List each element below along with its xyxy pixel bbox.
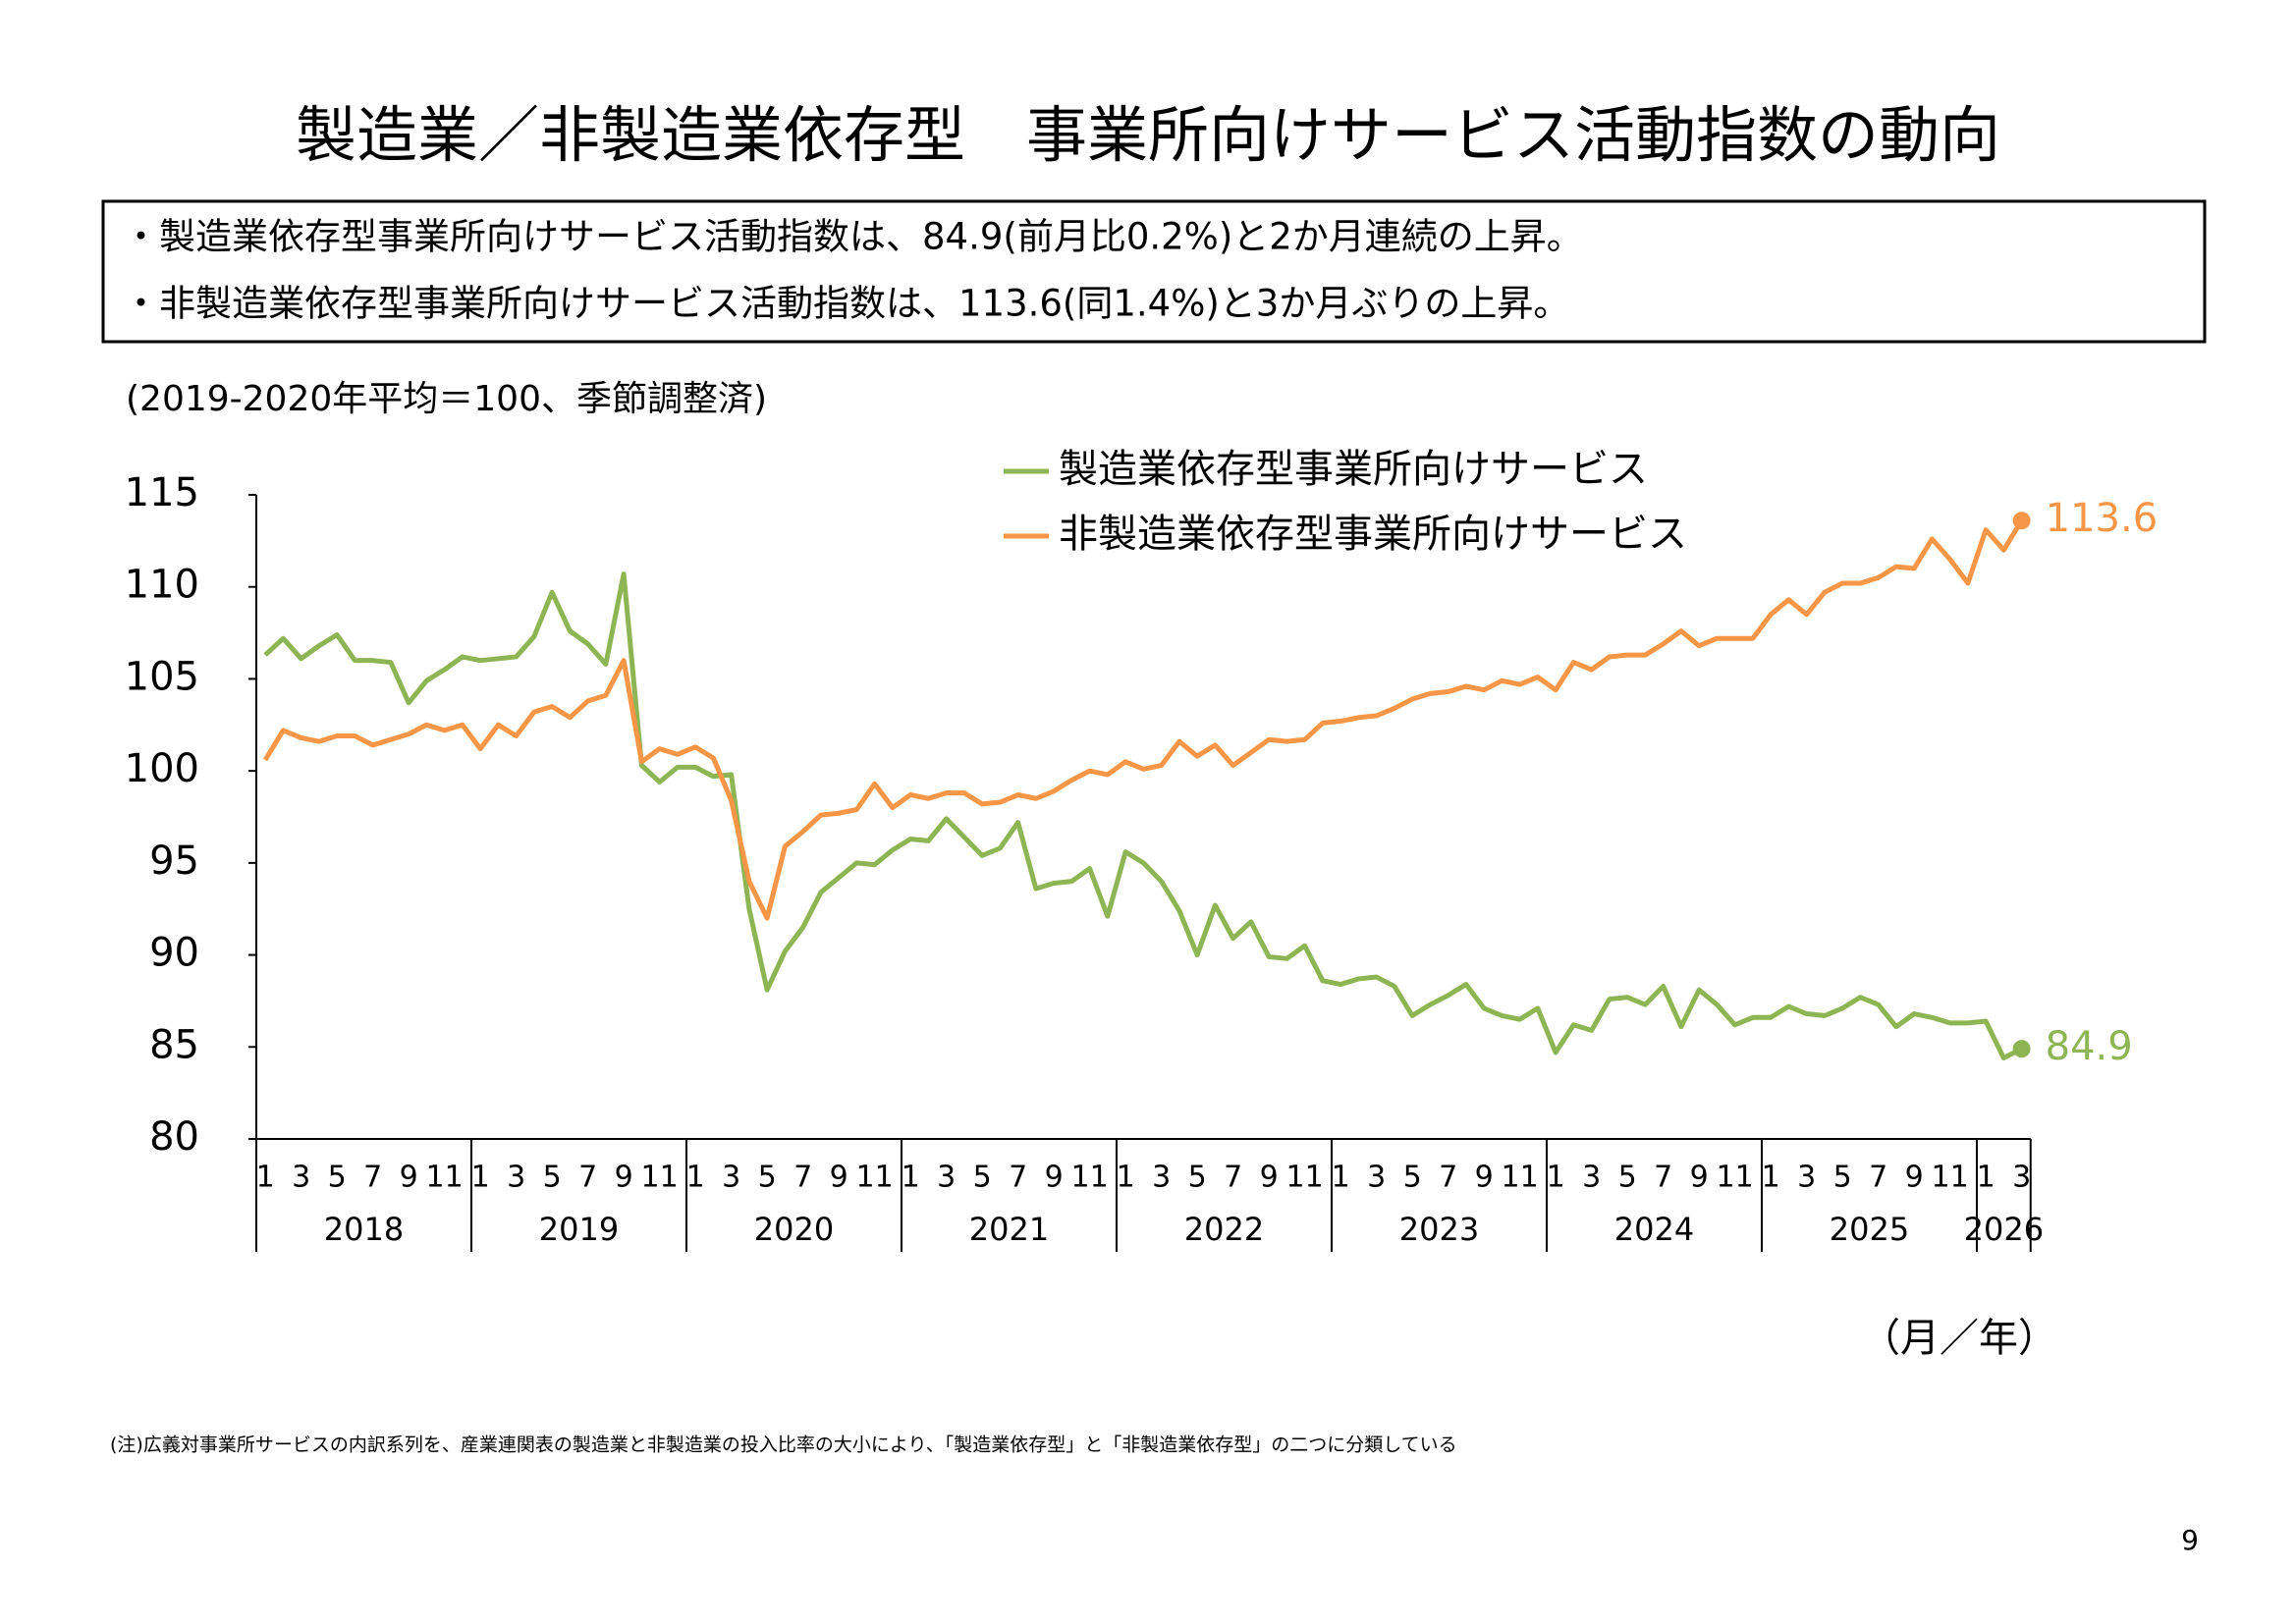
x-tick-label: 11 bbox=[1717, 1161, 1754, 1195]
x-tick-label: 11 bbox=[1071, 1161, 1109, 1195]
x-tick-label: 1 bbox=[471, 1161, 490, 1195]
x-tick-label: 9 bbox=[615, 1161, 633, 1195]
x-tick-label: 11 bbox=[1932, 1161, 1969, 1195]
x-tick-label: 11 bbox=[426, 1161, 464, 1195]
x-tick-label: 5 bbox=[1618, 1161, 1637, 1195]
x-tick-label: 9 bbox=[1905, 1161, 1924, 1195]
y-tick-label: 115 bbox=[125, 470, 199, 515]
x-tick-label: 7 bbox=[1009, 1161, 1027, 1195]
end-marker bbox=[2012, 512, 2031, 530]
x-tick-label: 3 bbox=[1582, 1161, 1601, 1195]
legend-label: 非製造業依存型事業所向けサービス bbox=[1059, 512, 1687, 557]
x-tick-label: 3 bbox=[507, 1161, 525, 1195]
year-label: 2026 bbox=[1964, 1211, 2044, 1248]
x-tick-label: 7 bbox=[578, 1161, 597, 1195]
x-tick-label: 5 bbox=[758, 1161, 777, 1195]
x-tick-label: 1 bbox=[1762, 1161, 1780, 1195]
x-tick-label: 1 bbox=[902, 1161, 920, 1195]
summary-box bbox=[101, 199, 2207, 344]
y-tick-label: 100 bbox=[125, 746, 199, 791]
chart-title: 製造業／非製造業依存型 事業所向けサービス活動指数の動向 bbox=[296, 99, 2000, 171]
year-label: 2018 bbox=[324, 1211, 404, 1248]
y-tick-label: 85 bbox=[149, 1022, 199, 1067]
year-label: 2020 bbox=[754, 1211, 834, 1248]
year-label: 2021 bbox=[969, 1211, 1049, 1248]
y-tick-label: 105 bbox=[125, 654, 199, 699]
x-tick-label: 7 bbox=[1869, 1161, 1887, 1195]
year-label: 2024 bbox=[1614, 1211, 1694, 1248]
end-label: 113.6 bbox=[2046, 496, 2159, 541]
end-marker bbox=[2012, 1040, 2031, 1058]
x-tick-label: 3 bbox=[1367, 1161, 1386, 1195]
x-tick-label: 1 bbox=[256, 1161, 275, 1195]
x-tick-label: 11 bbox=[856, 1161, 894, 1195]
x-tick-label: 1 bbox=[1117, 1161, 1135, 1195]
x-tick-label: 9 bbox=[1045, 1161, 1064, 1195]
x-tick-label: 11 bbox=[1286, 1161, 1324, 1195]
x-tick-label: 3 bbox=[937, 1161, 956, 1195]
x-tick-label: 3 bbox=[722, 1161, 740, 1195]
x-tick-label: 7 bbox=[363, 1161, 382, 1195]
x-tick-label: 5 bbox=[543, 1161, 562, 1195]
x-tick-label: 7 bbox=[1654, 1161, 1672, 1195]
x-tick-label: 9 bbox=[400, 1161, 418, 1195]
page-number: 9 bbox=[2181, 1524, 2199, 1556]
x-tick-label: 9 bbox=[1260, 1161, 1279, 1195]
x-tick-label: 7 bbox=[1439, 1161, 1457, 1195]
x-tick-label: 3 bbox=[292, 1161, 310, 1195]
x-tick-label: 1 bbox=[1977, 1161, 1995, 1195]
x-tick-label: 7 bbox=[793, 1161, 812, 1195]
y-tick-label: 110 bbox=[125, 563, 199, 608]
summary-line: ・製造業依存型事業所向けサービス活動指数は、84.9(前月比0.2%)と2か月連… bbox=[123, 216, 1583, 258]
x-tick-label: 9 bbox=[1690, 1161, 1709, 1195]
x-tick-label: 5 bbox=[328, 1161, 347, 1195]
y-tick-label: 90 bbox=[149, 931, 199, 976]
x-tick-label: 11 bbox=[1502, 1161, 1539, 1195]
y-tick-label: 80 bbox=[149, 1114, 199, 1160]
x-axis-label: （月／年） bbox=[1861, 1316, 2057, 1361]
x-tick-label: 9 bbox=[830, 1161, 848, 1195]
x-tick-label: 9 bbox=[1475, 1161, 1494, 1195]
summary-line: ・非製造業依存型事業所向けサービス活動指数は、113.6(同1.4%)と3か月ぶ… bbox=[123, 283, 1569, 325]
x-tick-label: 1 bbox=[1547, 1161, 1565, 1195]
x-tick-label: 1 bbox=[1332, 1161, 1350, 1195]
year-label: 2022 bbox=[1184, 1211, 1264, 1248]
x-tick-label: 5 bbox=[1833, 1161, 1852, 1195]
x-tick-label: 5 bbox=[973, 1161, 992, 1195]
year-label: 2023 bbox=[1399, 1211, 1479, 1248]
x-tick-label: 1 bbox=[686, 1161, 705, 1195]
unit-note: (2019-2020年平均＝100、季節調整済) bbox=[126, 379, 767, 419]
x-tick-label: 5 bbox=[1188, 1161, 1207, 1195]
series-line bbox=[263, 571, 2023, 1061]
series-line bbox=[262, 518, 2024, 921]
x-tick-label: 3 bbox=[2012, 1161, 2031, 1195]
footnote: (注)広義対事業所サービスの内訳系列を、産業連関表の製造業と非製造業の投入比率の… bbox=[110, 1435, 1457, 1456]
legend-label: 製造業依存型事業所向けサービス bbox=[1059, 447, 1648, 492]
x-tick-label: 11 bbox=[641, 1161, 679, 1195]
x-tick-label: 3 bbox=[1152, 1161, 1171, 1195]
x-tick-label: 7 bbox=[1224, 1161, 1242, 1195]
end-label: 84.9 bbox=[2046, 1024, 2133, 1069]
x-tick-label: 3 bbox=[1797, 1161, 1816, 1195]
y-tick-label: 95 bbox=[149, 839, 199, 884]
x-tick-label: 5 bbox=[1403, 1161, 1422, 1195]
year-label: 2019 bbox=[539, 1211, 619, 1248]
year-label: 2025 bbox=[1830, 1211, 1909, 1248]
